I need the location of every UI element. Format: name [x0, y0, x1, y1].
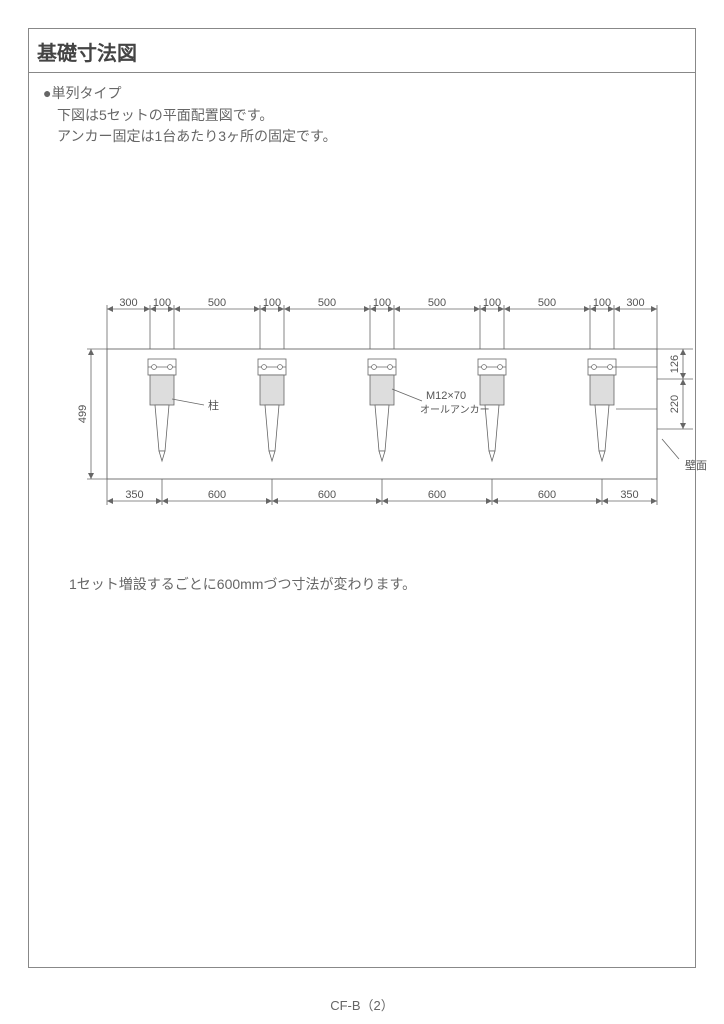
svg-text:500: 500 [538, 297, 556, 309]
svg-text:500: 500 [428, 297, 446, 309]
page-footer: CF-B（2） [0, 995, 724, 1014]
svg-text:220: 220 [669, 395, 681, 413]
svg-text:柱: 柱 [208, 398, 219, 412]
svg-text:100: 100 [153, 297, 171, 309]
svg-text:600: 600 [318, 489, 336, 501]
svg-text:オールアンカー: オールアンカー [420, 404, 490, 416]
svg-text:600: 600 [428, 489, 446, 501]
svg-text:100: 100 [483, 297, 501, 309]
extension-note: 1セット増設するごとに600mmづつ寸法が変わります。 [69, 574, 416, 594]
intro-line: 下図は5セットの平面配置図です。 [43, 105, 681, 127]
svg-text:126: 126 [669, 355, 681, 373]
svg-text:300: 300 [119, 297, 137, 309]
intro-block: ●単列タイプ 下図は5セットの平面配置図です。 アンカー固定は1台あたり3ヶ所の… [29, 73, 695, 148]
svg-text:600: 600 [538, 489, 556, 501]
svg-text:350: 350 [125, 489, 143, 501]
svg-text:100: 100 [263, 297, 281, 309]
svg-text:500: 500 [208, 297, 226, 309]
svg-text:499: 499 [77, 405, 89, 423]
svg-text:500: 500 [318, 297, 336, 309]
svg-text:100: 100 [373, 297, 391, 309]
svg-text:100: 100 [593, 297, 611, 309]
svg-text:M12×70: M12×70 [426, 390, 466, 402]
svg-text:600: 600 [208, 489, 226, 501]
svg-text:300: 300 [626, 297, 644, 309]
page-title: 基礎寸法図 [29, 29, 695, 73]
svg-text:350: 350 [620, 489, 638, 501]
svg-text:壁面: 壁面 [685, 458, 707, 472]
intro-line: ●単列タイプ [43, 83, 681, 105]
intro-line: アンカー固定は1台あたり3ヶ所の固定です。 [43, 126, 681, 148]
foundation-diagram: 300 100 500 100 500 100 500 100 500 100 300 350 600 6… [77, 279, 717, 559]
